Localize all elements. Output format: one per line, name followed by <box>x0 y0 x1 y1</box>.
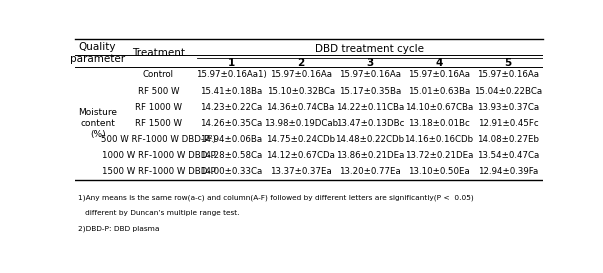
Text: 14.75±0.24CDb: 14.75±0.24CDb <box>266 135 335 144</box>
Text: 15.97±0.16Aa1): 15.97±0.16Aa1) <box>196 70 267 79</box>
Text: 14.10±0.67CBa: 14.10±0.67CBa <box>405 103 473 112</box>
Text: 13.18±0.01Bc: 13.18±0.01Bc <box>408 119 470 128</box>
Text: 15.97±0.16Aa: 15.97±0.16Aa <box>270 70 332 79</box>
Text: 15.04±0.22BCa: 15.04±0.22BCa <box>474 87 542 96</box>
Text: 14.28±0.58Ca: 14.28±0.58Ca <box>200 151 262 160</box>
Text: RF 1000 W: RF 1000 W <box>135 103 182 112</box>
Text: 13.47±0.13DBc: 13.47±0.13DBc <box>336 119 404 128</box>
Text: 14.22±0.11CBa: 14.22±0.11CBa <box>336 103 404 112</box>
Text: 14.16±0.16CDb: 14.16±0.16CDb <box>405 135 473 144</box>
Text: 13.54±0.47Ca: 13.54±0.47Ca <box>477 151 539 160</box>
Text: 13.20±0.77Ea: 13.20±0.77Ea <box>339 167 400 176</box>
Text: Moisture
content
(%): Moisture content (%) <box>78 108 117 139</box>
Text: 14.26±0.35Ca: 14.26±0.35Ca <box>200 119 262 128</box>
Text: RF 500 W: RF 500 W <box>137 87 179 96</box>
Text: 14.00±0.33Ca: 14.00±0.33Ca <box>200 167 262 176</box>
Text: 14.36±0.74CBa: 14.36±0.74CBa <box>267 103 335 112</box>
Text: 14.23±0.22Ca: 14.23±0.22Ca <box>200 103 262 112</box>
Text: 13.86±0.21DEa: 13.86±0.21DEa <box>336 151 404 160</box>
Text: 15.10±0.32BCa: 15.10±0.32BCa <box>267 87 335 96</box>
Text: 4: 4 <box>435 58 443 68</box>
Text: Control: Control <box>143 70 174 79</box>
Text: 1000 W RF-1000 W DBD-P: 1000 W RF-1000 W DBD-P <box>101 151 215 160</box>
Text: DBD treatment cycle: DBD treatment cycle <box>315 44 425 54</box>
Text: 12.94±0.39Fa: 12.94±0.39Fa <box>478 167 538 176</box>
Text: 1)Any means is the same row(a-c) and column(A-F) followed by different letters a: 1)Any means is the same row(a-c) and col… <box>78 195 473 201</box>
Text: RF 1500 W: RF 1500 W <box>135 119 182 128</box>
Text: 15.17±0.35Ba: 15.17±0.35Ba <box>339 87 401 96</box>
Text: 3: 3 <box>366 58 373 68</box>
Text: 15.01±0.63Ba: 15.01±0.63Ba <box>408 87 470 96</box>
Text: 14.08±0.27Eb: 14.08±0.27Eb <box>477 135 539 144</box>
Text: 13.37±0.37Ea: 13.37±0.37Ea <box>270 167 332 176</box>
Text: 15.97±0.16Aa: 15.97±0.16Aa <box>339 70 401 79</box>
Text: 15.97±0.16Aa: 15.97±0.16Aa <box>408 70 470 79</box>
Text: 2: 2 <box>297 58 305 68</box>
Text: Quality
parameter: Quality parameter <box>70 42 125 64</box>
Text: 1: 1 <box>228 58 235 68</box>
Text: different by Duncan’s multiple range test.: different by Duncan’s multiple range tes… <box>78 210 239 216</box>
Text: 5: 5 <box>505 58 512 68</box>
Text: 14.12±0.67CDa: 14.12±0.67CDa <box>266 151 335 160</box>
Text: 13.72±0.21DEa: 13.72±0.21DEa <box>405 151 473 160</box>
Text: 2)DBD-P: DBD plasma: 2)DBD-P: DBD plasma <box>78 225 159 232</box>
Text: 14.48±0.22CDb: 14.48±0.22CDb <box>335 135 405 144</box>
Text: 14.94±0.06Ba: 14.94±0.06Ba <box>200 135 262 144</box>
Text: 15.41±0.18Ba: 15.41±0.18Ba <box>200 87 262 96</box>
Text: 12.91±0.45Fc: 12.91±0.45Fc <box>478 119 538 128</box>
Text: 13.98±0.19DCab: 13.98±0.19DCab <box>264 119 338 128</box>
Text: 15.97±0.16Aa: 15.97±0.16Aa <box>477 70 539 79</box>
Text: 500 W RF-1000 W DBD-P²): 500 W RF-1000 W DBD-P²) <box>101 135 216 144</box>
Text: 13.93±0.37Ca: 13.93±0.37Ca <box>477 103 539 112</box>
Text: 1500 W RF-1000 W DBD-P: 1500 W RF-1000 W DBD-P <box>101 167 215 176</box>
Text: Treatment: Treatment <box>132 48 185 58</box>
Text: 13.10±0.50Ea: 13.10±0.50Ea <box>408 167 470 176</box>
